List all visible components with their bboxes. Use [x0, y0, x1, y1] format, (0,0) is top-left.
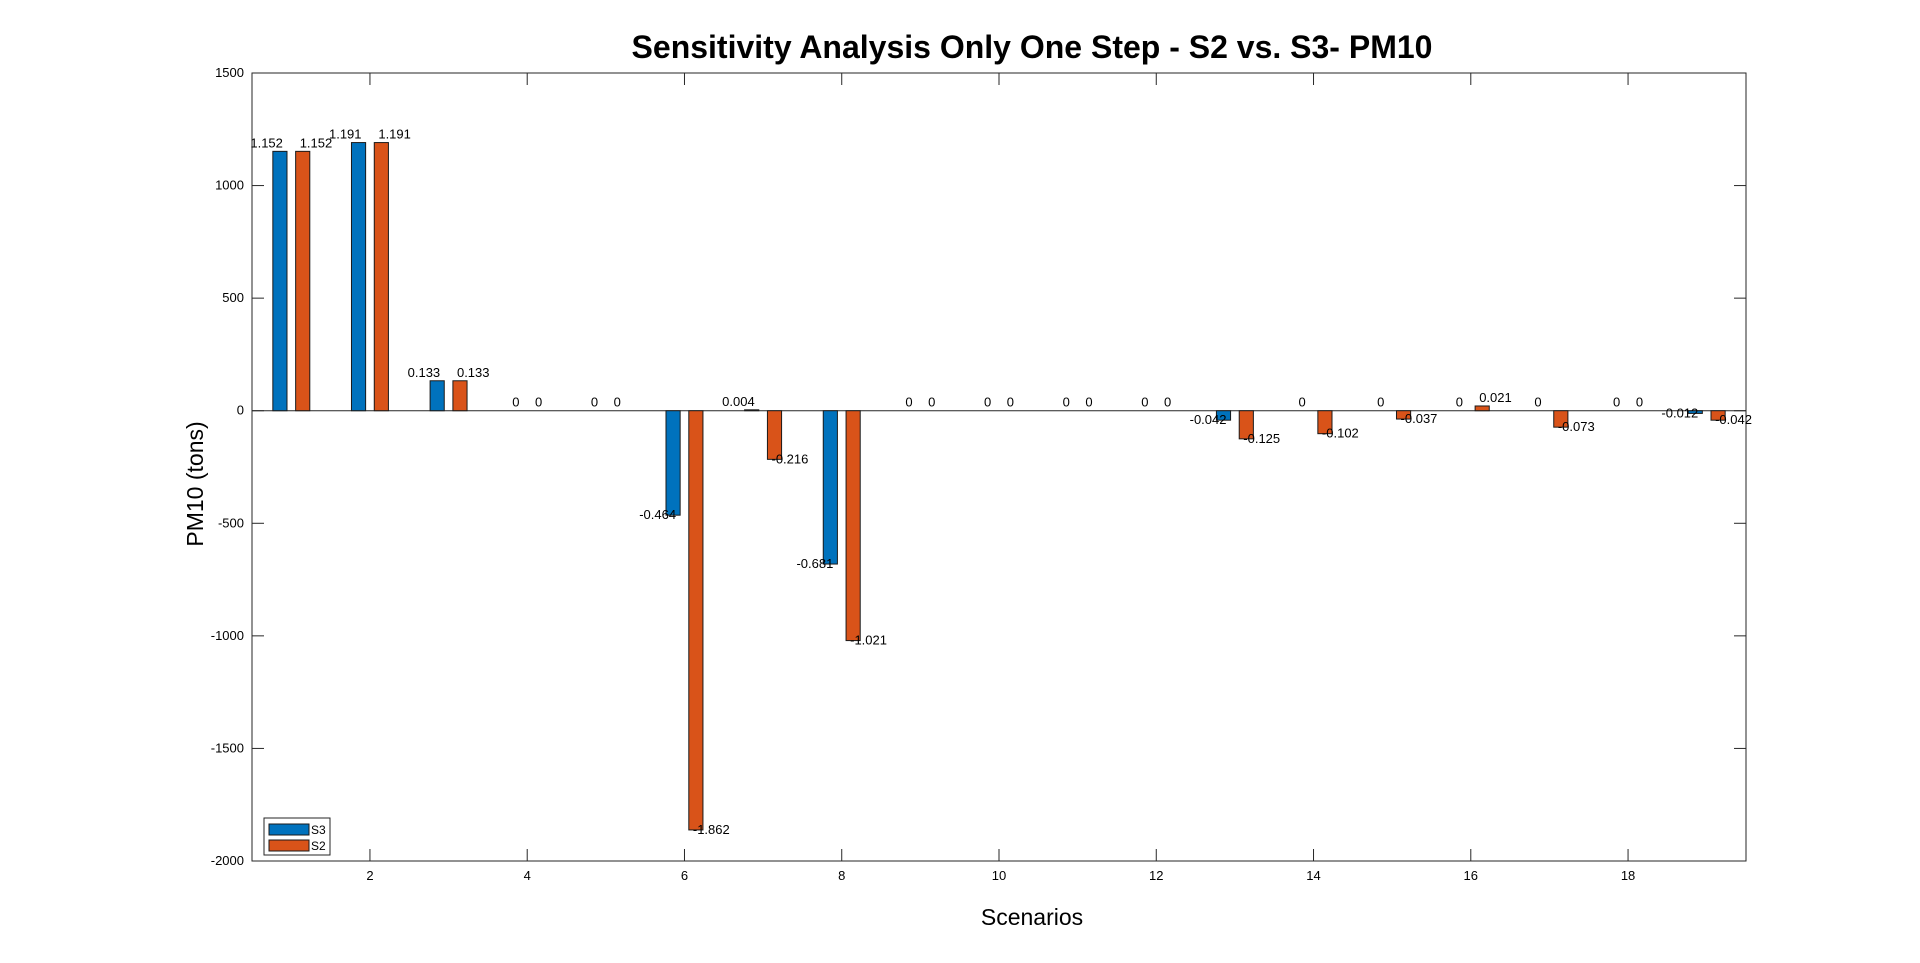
data-label-s3: -0.012: [1661, 405, 1698, 420]
data-label-s2: -0.042: [1715, 412, 1752, 427]
data-label-s2: 0: [1636, 395, 1643, 410]
data-label-s3: 0: [905, 395, 912, 410]
data-label-s3: 1.191: [329, 127, 362, 142]
y-tick-label: 500: [222, 290, 244, 305]
bar-s3: [822, 410, 838, 565]
data-label-s2: -0.102: [1322, 426, 1359, 441]
x-tick-label: 4: [524, 868, 531, 883]
chart-title: Sensitivity Analysis Only One Step - S2 …: [632, 29, 1433, 65]
data-label-s2: 0: [614, 395, 621, 410]
data-label-s3: 0: [512, 395, 519, 410]
data-label-s2: 0: [535, 395, 542, 410]
data-label-s2: -0.125: [1243, 431, 1280, 446]
data-label-s3: 0.004: [722, 394, 755, 409]
bar-s3: [1687, 410, 1703, 414]
data-label-s2: 0.021: [1479, 390, 1512, 405]
data-label-s3: 0: [1613, 395, 1620, 410]
data-label-s2: 1.152: [300, 135, 333, 150]
data-label-s2: 0: [928, 395, 935, 410]
bar-s2: [1553, 410, 1569, 428]
data-label-s3: 0: [1141, 395, 1148, 410]
data-label-s2: -0.037: [1401, 411, 1438, 426]
bar-s2: [1474, 405, 1490, 412]
data-label-s2: -1.862: [693, 822, 730, 837]
x-axis-label: Scenarios: [981, 904, 1083, 930]
bar-s3: [665, 410, 681, 516]
data-label-s3: -0.042: [1190, 412, 1227, 427]
x-tick-label: 14: [1306, 868, 1320, 883]
x-tick-label: 16: [1464, 868, 1478, 883]
y-tick-label: -1000: [211, 628, 244, 643]
data-label-s2: 0: [1007, 395, 1014, 410]
axes-box: [251, 72, 1747, 862]
bar-s2: [1317, 410, 1333, 435]
y-tick-label: -2000: [211, 853, 244, 868]
data-label-s3: 0: [1534, 395, 1541, 410]
bar-s2: [1710, 410, 1726, 421]
y-tick-label: 1500: [215, 65, 244, 80]
x-tick-label: 6: [681, 868, 688, 883]
bar-s2: [295, 150, 311, 412]
bar-s3: [350, 142, 367, 412]
y-axis-label: PM10 (tons): [182, 421, 208, 546]
x-tick-label: 10: [992, 868, 1006, 883]
y-tick-label: 1000: [215, 178, 244, 193]
bar-s3: [272, 150, 288, 412]
data-label-s3: 0: [1377, 395, 1384, 410]
data-label-s3: -0.464: [639, 507, 676, 522]
data-label-s2: -0.216: [772, 451, 809, 466]
data-label-s2: 0: [1164, 395, 1171, 410]
bar-s2: [452, 380, 468, 412]
data-label-s2: -1.021: [850, 633, 887, 648]
data-label-s3: 0.133: [408, 365, 441, 380]
legend-swatch-s2: [268, 839, 310, 852]
x-tick-label: 8: [838, 868, 845, 883]
bar-s2: [845, 410, 861, 642]
bar-s3: [429, 380, 445, 412]
x-tick-label: 2: [366, 868, 373, 883]
data-label-s3: -0.681: [796, 556, 833, 571]
data-label-s3: 1.152: [250, 135, 283, 150]
x-tick-label: 12: [1149, 868, 1163, 883]
bar-s2: [688, 410, 704, 831]
y-tick-label: -500: [218, 515, 244, 530]
legend-swatch-s3: [268, 823, 310, 836]
data-label-s2: 1.191: [378, 127, 411, 142]
bar-s2: [1395, 410, 1412, 420]
data-label-s3: 0: [1299, 395, 1306, 410]
data-label-s3: 0: [1063, 395, 1070, 410]
data-label-s2: 0: [1085, 395, 1092, 410]
data-label-s3: 0: [984, 395, 991, 410]
bar-s3: [1215, 410, 1232, 421]
legend-label-s3: S3: [311, 823, 326, 837]
bar-s2: [373, 142, 389, 412]
bar-s2: [1238, 410, 1254, 440]
legend-label-s2: S2: [311, 839, 326, 853]
bar-s3: [744, 409, 760, 412]
y-tick-label: -1500: [211, 740, 244, 755]
y-tick-label: 0: [237, 403, 244, 418]
x-tick-label: 18: [1621, 868, 1635, 883]
data-label-s3: 0: [591, 395, 598, 410]
plot-area: -2000 -1500 -1000 -500 0 500 1000 1500 2 4 6 8 10 12 1…: [211, 65, 1752, 883]
data-label-s2: -0.073: [1558, 419, 1595, 434]
data-label-s2: 0.133: [457, 365, 490, 380]
data-label-s3: 0: [1456, 395, 1463, 410]
bar-s2: [766, 410, 783, 460]
